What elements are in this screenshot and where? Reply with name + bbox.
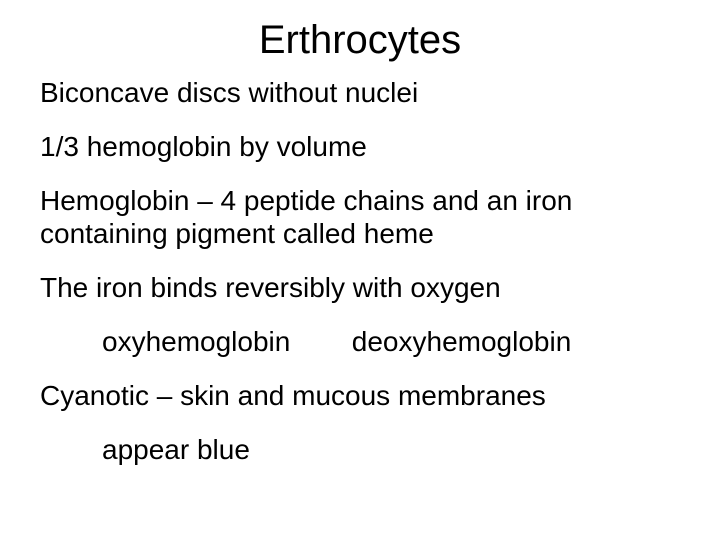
text-line-4: The iron binds reversibly with oxygen xyxy=(40,272,680,304)
text-line-5: oxyhemoglobin deoxyhemoglobin xyxy=(40,326,680,358)
text-line-6: Cyanotic – skin and mucous membranes xyxy=(40,380,680,412)
text-line-1: Biconcave discs without nuclei xyxy=(40,77,680,109)
text-line-3: Hemoglobin – 4 peptide chains and an iro… xyxy=(40,185,680,249)
text-line-2: 1/3 hemoglobin by volume xyxy=(40,131,680,163)
term-oxyhemoglobin: oxyhemoglobin xyxy=(102,326,344,358)
slide: Erthrocytes Biconcave discs without nucl… xyxy=(0,0,720,540)
text-line-7: appear blue xyxy=(40,434,680,466)
term-deoxyhemoglobin: deoxyhemoglobin xyxy=(352,326,572,357)
slide-title: Erthrocytes xyxy=(40,18,680,63)
